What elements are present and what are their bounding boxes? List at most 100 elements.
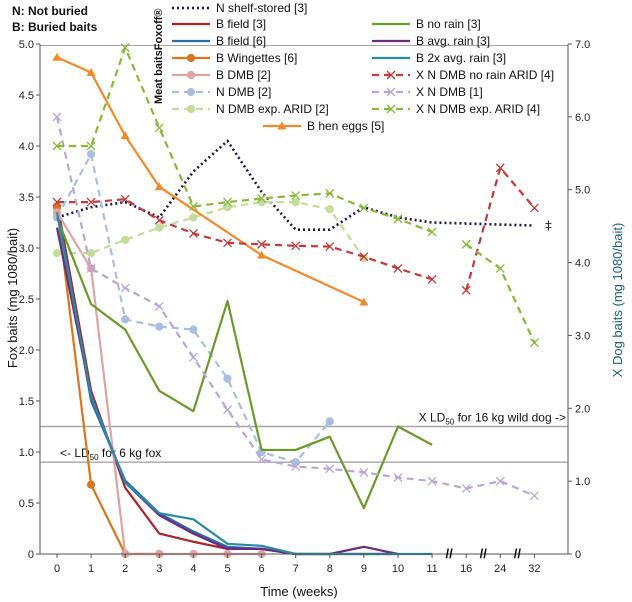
data-point-x-n-dmb-1-stroke-b xyxy=(325,464,335,474)
legend-item-b-field-3: B field [3] xyxy=(172,17,266,31)
legend-item-b-dmb-2: B DMB [2] xyxy=(172,68,271,82)
data-point-x-n-dmb-1-stroke-b xyxy=(291,462,301,472)
axis-break-mark: // xyxy=(446,546,454,561)
data-point-x-n-dmb-exp-arid-4 xyxy=(325,188,335,198)
legend-label-n-dmb-exp-arid-2: N DMB exp. ARID [2] xyxy=(216,102,329,116)
y-right-tick-label: 4.0 xyxy=(575,258,590,270)
data-point-x-n-dmb-1 xyxy=(427,476,437,486)
legend-marker-x-n-dmb-exp-arid-4-stroke-b xyxy=(386,104,396,114)
data-point-x-n-dmb-no-rain-arid-4-stroke-b xyxy=(461,285,471,295)
data-point-x-n-dmb-no-rain-arid-4 xyxy=(529,203,539,213)
data-point-x-n-dmb-1 xyxy=(52,112,62,122)
data-point-x-n-dmb-exp-arid-4-stroke-b xyxy=(291,191,301,201)
legend: N shelf-stored [3] B field [3] B no rain [… xyxy=(172,1,554,133)
x-tick-label: 24 xyxy=(494,563,506,575)
data-point-x-n-dmb-exp-arid-4 xyxy=(495,263,505,273)
data-point-x-n-dmb-exp-arid-4-stroke-b xyxy=(359,203,369,213)
series-line-n-shelf-stored-3 xyxy=(56,139,535,231)
x-tick-label: 1 xyxy=(88,563,94,575)
legend-marker-b-wingettes-6 xyxy=(186,53,196,63)
x-tick-label: 9 xyxy=(361,563,367,575)
data-point-x-n-dmb-1-stroke-b xyxy=(461,483,471,493)
series-n-shelf-stored-3 xyxy=(56,139,535,231)
legend-label-x-n-dmb-1: X N DMB [1] xyxy=(416,85,483,99)
data-point-x-n-dmb-exp-arid-4-stroke-b xyxy=(461,239,471,249)
data-point-b-hen-eggs-5 xyxy=(120,131,130,140)
legend-item-b-wingettes-6: B Wingettes [6] xyxy=(172,51,297,65)
legend-item-x-n-dmb-1: X N DMB [1] xyxy=(372,85,483,99)
data-point-n-dmb-exp-arid-2 xyxy=(223,203,232,212)
data-point-x-n-dmb-exp-arid-4-stroke-b xyxy=(52,141,62,151)
data-point-x-n-dmb-exp-arid-4 xyxy=(359,203,369,213)
data-point-x-n-dmb-no-rain-arid-4-stroke-b xyxy=(529,203,539,213)
data-point-x-n-dmb-exp-arid-4-stroke-b xyxy=(120,43,130,53)
data-point-x-n-dmb-no-rain-arid-4-stroke-b xyxy=(359,252,369,262)
series-b-no-rain-3 xyxy=(55,216,433,510)
data-point-x-n-dmb-exp-arid-4 xyxy=(529,338,539,348)
header-note-buried: B: Buried baits xyxy=(12,20,98,34)
data-point-n-dmb-2 xyxy=(189,325,198,334)
data-point-x-n-dmb-exp-arid-4-stroke-b xyxy=(223,197,232,207)
y-right-tick-label: 6.0 xyxy=(575,112,590,124)
data-point-x-n-dmb-exp-arid-4-stroke-b xyxy=(427,227,437,237)
series-b-dmb-2 xyxy=(52,208,266,559)
x-tick-label: 16 xyxy=(460,563,472,575)
data-point-n-dmb-exp-arid-2 xyxy=(121,235,130,244)
y-right-tick-label: 1.0 xyxy=(575,476,590,488)
legend-item-x-n-dmb-exp-arid-4: X N DMB exp. ARID [4] xyxy=(372,102,540,116)
series-x-n-dmb-1 xyxy=(52,112,539,501)
data-point-x-n-dmb-no-rain-arid-4-stroke-b xyxy=(495,163,505,173)
x-tick-label: 32 xyxy=(528,563,540,575)
data-point-x-n-dmb-no-rain-arid-4 xyxy=(154,215,164,225)
data-point-x-n-dmb-no-rain-arid-4 xyxy=(86,197,96,207)
data-point-n-dmb-2 xyxy=(223,374,232,383)
y-left-tick-label: 5.0 xyxy=(19,39,34,51)
legend-marker-x-n-dmb-exp-arid-4 xyxy=(386,104,396,114)
data-point-n-dmb-2 xyxy=(87,150,96,159)
y-left-tick-label: 1.5 xyxy=(19,396,34,408)
data-point-n-dmb-exp-arid-2 xyxy=(189,213,198,222)
data-point-x-n-dmb-no-rain-arid-4-stroke-b xyxy=(223,238,232,248)
data-point-x-n-dmb-1 xyxy=(223,405,232,415)
x-tick-label: 8 xyxy=(327,563,333,575)
data-point-n-dmb-exp-arid-2 xyxy=(155,223,164,232)
data-point-n-dmb-2 xyxy=(121,315,130,324)
series-x-n-dmb-exp-arid-4 xyxy=(52,43,539,348)
series-x-n-dmb-no-rain-arid-4 xyxy=(52,163,539,295)
data-point-x-n-dmb-exp-arid-4-stroke-b xyxy=(154,123,164,133)
y-right-tick-label: 7.0 xyxy=(575,39,590,51)
series-b-hen-eggs-5 xyxy=(52,52,369,306)
data-point-x-n-dmb-no-rain-arid-4 xyxy=(461,285,471,295)
data-point-x-n-dmb-exp-arid-4 xyxy=(291,191,301,201)
foxoff-text: Foxoff® xyxy=(153,8,165,50)
x-tick-label: 0 xyxy=(54,563,60,575)
data-point-x-n-dmb-exp-arid-4 xyxy=(393,214,403,224)
y-left-tick-label: 2.5 xyxy=(19,294,34,306)
series-line-x-n-dmb-exp-arid-4 xyxy=(57,46,433,233)
data-point-x-n-dmb-exp-arid-4 xyxy=(120,43,130,53)
data-point-x-n-dmb-1 xyxy=(393,473,403,482)
data-point-x-n-dmb-exp-arid-4-stroke-b xyxy=(495,263,505,273)
legend-label-x-n-dmb-exp-arid-4: X N DMB exp. ARID [4] xyxy=(416,102,540,116)
series-n-dmb-exp-arid-2 xyxy=(52,198,368,263)
series-line-n-dmb-exp-arid-2 xyxy=(57,201,365,259)
series-line-x-n-dmb-exp-arid-4 xyxy=(465,243,536,344)
data-point-x-n-dmb-1-stroke-b xyxy=(529,491,539,501)
y-left-tick-label: 1.0 xyxy=(19,447,34,459)
data-point-x-n-dmb-no-rain-arid-4 xyxy=(52,197,62,207)
data-point-x-n-dmb-no-rain-arid-4 xyxy=(325,242,335,252)
x-tick-label: 11 xyxy=(426,563,437,575)
legend-marker-b-dmb-2 xyxy=(186,70,196,80)
legend-item-n-dmb-exp-arid-2: N DMB exp. ARID [2] xyxy=(172,102,329,116)
legend-label-b-field-6: B field [6] xyxy=(216,34,266,48)
series-b-avg-rain-3 xyxy=(55,227,399,556)
legend-label-n-dmb-2: N DMB [2] xyxy=(216,85,271,99)
data-point-b-hen-eggs-5 xyxy=(154,182,164,191)
data-point-n-dmb-exp-arid-2 xyxy=(52,249,62,258)
data-series xyxy=(52,43,552,559)
data-point-x-n-dmb-1-stroke-b xyxy=(52,112,62,122)
legend-item-b-avg-rain-3: B avg. rain [3] xyxy=(372,34,490,48)
data-point-x-n-dmb-exp-arid-4-stroke-b xyxy=(529,338,539,348)
legend-marker-x-n-dmb-1-stroke-b xyxy=(386,87,396,97)
